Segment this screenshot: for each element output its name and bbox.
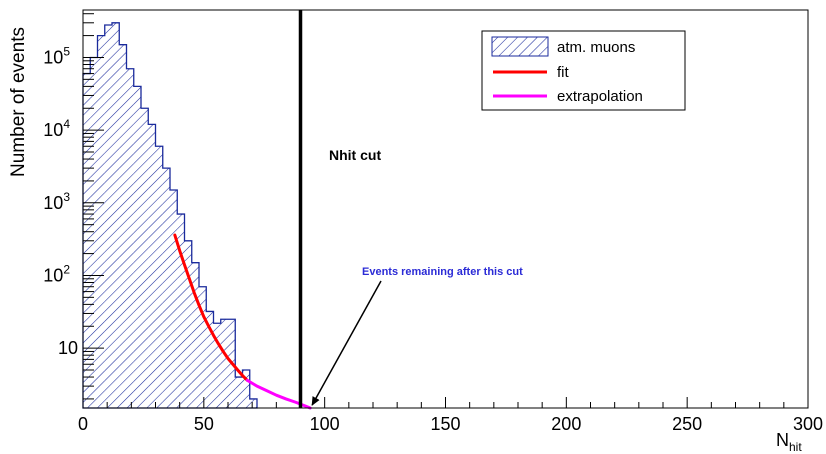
y-axis-label: Number of events [8,27,29,177]
y-tick-label: 103 [43,190,70,213]
x-tick-label: 300 [793,414,823,434]
x-tick-label: 0 [78,414,88,434]
histogram-bin [155,146,163,408]
y-tick-label: 104 [43,117,70,140]
curve-layer [173,233,312,410]
histogram-bin [104,24,112,408]
axes-layer: 0 50 100 150 200 250 300 10 102 103 104 105 [43,13,823,434]
x-axis-label: Nhit [776,430,802,454]
legend-swatch-atm-muons [491,36,549,57]
histogram-bin [249,398,257,408]
histogram-layer [82,22,258,409]
x-tick-label: 100 [310,414,340,434]
histogram-bin [170,190,178,408]
histogram-bin [133,86,141,408]
fit-curve [173,233,249,382]
histogram-bin [184,240,192,408]
legend: atm. muons fit extrapolation [481,30,686,111]
histogram-bin [141,108,149,409]
cut-label: Nhit cut [329,147,381,163]
y-tick-label: 10 [58,338,78,358]
legend-label-atm-muons: atm. muons [557,39,635,56]
histogram-bin [199,286,207,408]
histogram-bin [242,370,250,408]
x-axis-label-main: N [776,430,789,450]
x-tick-label: 50 [194,414,214,434]
histogram-bin [235,377,243,408]
histogram-bin [119,44,127,409]
histogram-outline [82,22,258,409]
x-tick-label: 250 [672,414,702,434]
histogram-bin [206,311,214,408]
histogram-bin [90,57,98,409]
annotation-arrow [311,280,382,406]
histogram-bin [112,22,120,408]
histogram-bin [191,262,199,408]
histogram-bin [97,35,105,408]
histogram-bin [126,68,134,408]
histogram-bin [220,319,228,408]
x-tick-label: 200 [551,414,581,434]
legend-label-extrapolation: extrapolation [557,88,643,105]
x-tick-label: 150 [430,414,460,434]
extrapolation-curve [245,378,312,410]
histogram-bin [162,168,170,408]
legend-label-fit: fit [557,64,570,81]
x-axis-label-subscript: hit [789,440,802,454]
histogram-bin [177,214,185,408]
histogram-bin [213,323,221,408]
y-tick-label: 102 [43,262,70,285]
y-tick-label: 105 [43,44,70,67]
annotation-text: Events remaining after this cut [362,266,523,278]
histogram-bin [148,124,156,408]
